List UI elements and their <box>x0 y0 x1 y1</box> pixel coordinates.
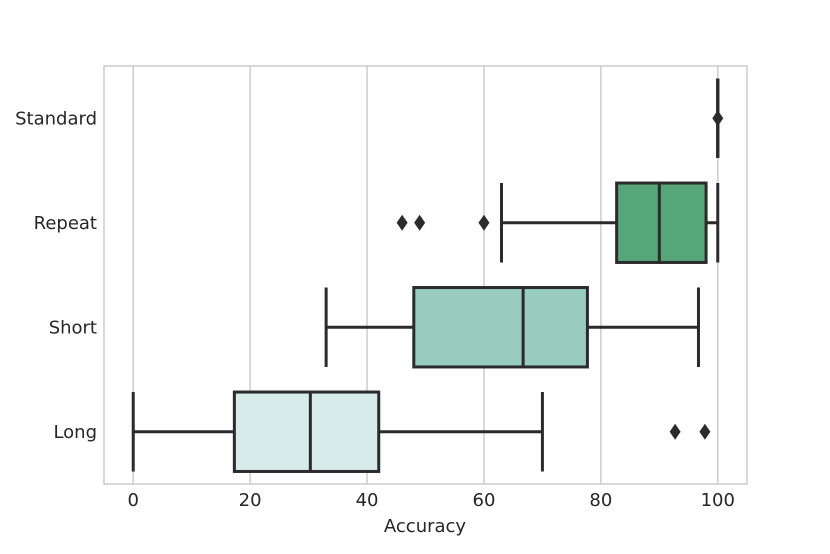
outlier-point <box>669 423 681 440</box>
outlier-point <box>478 214 490 231</box>
y-category-label: Short <box>49 317 97 338</box>
plot-frame <box>103 65 748 485</box>
outlier-point <box>396 214 408 231</box>
y-category-label: Long <box>53 422 97 443</box>
y-category-label: Repeat <box>34 213 97 234</box>
outlier-point <box>712 110 724 127</box>
x-tick-label: 40 <box>356 490 379 511</box>
boxes-layer <box>131 78 724 473</box>
box-short <box>324 286 700 369</box>
x-tick-label: 80 <box>589 490 612 511</box>
y-category-labels: Standard Repeat Short Long <box>15 108 97 443</box>
x-tick-label: 60 <box>473 490 496 511</box>
outlier-point <box>414 214 426 231</box>
x-tick-label: 100 <box>701 490 735 511</box>
outlier-point <box>699 423 711 440</box>
plot-background <box>104 66 747 484</box>
y-category-label: Standard <box>15 108 97 129</box>
box-iqr <box>412 286 589 369</box>
x-tick-label: 20 <box>239 490 262 511</box>
box-repeat <box>396 181 720 264</box>
box-long <box>131 390 711 473</box>
x-axis-label: Accuracy <box>384 516 467 537</box>
x-tick-label: 0 <box>128 490 139 511</box>
box-iqr <box>232 390 381 473</box>
box-standard <box>712 78 724 158</box>
x-ticks: 0 20 40 60 80 100 <box>128 490 735 511</box>
box-iqr <box>615 181 708 264</box>
